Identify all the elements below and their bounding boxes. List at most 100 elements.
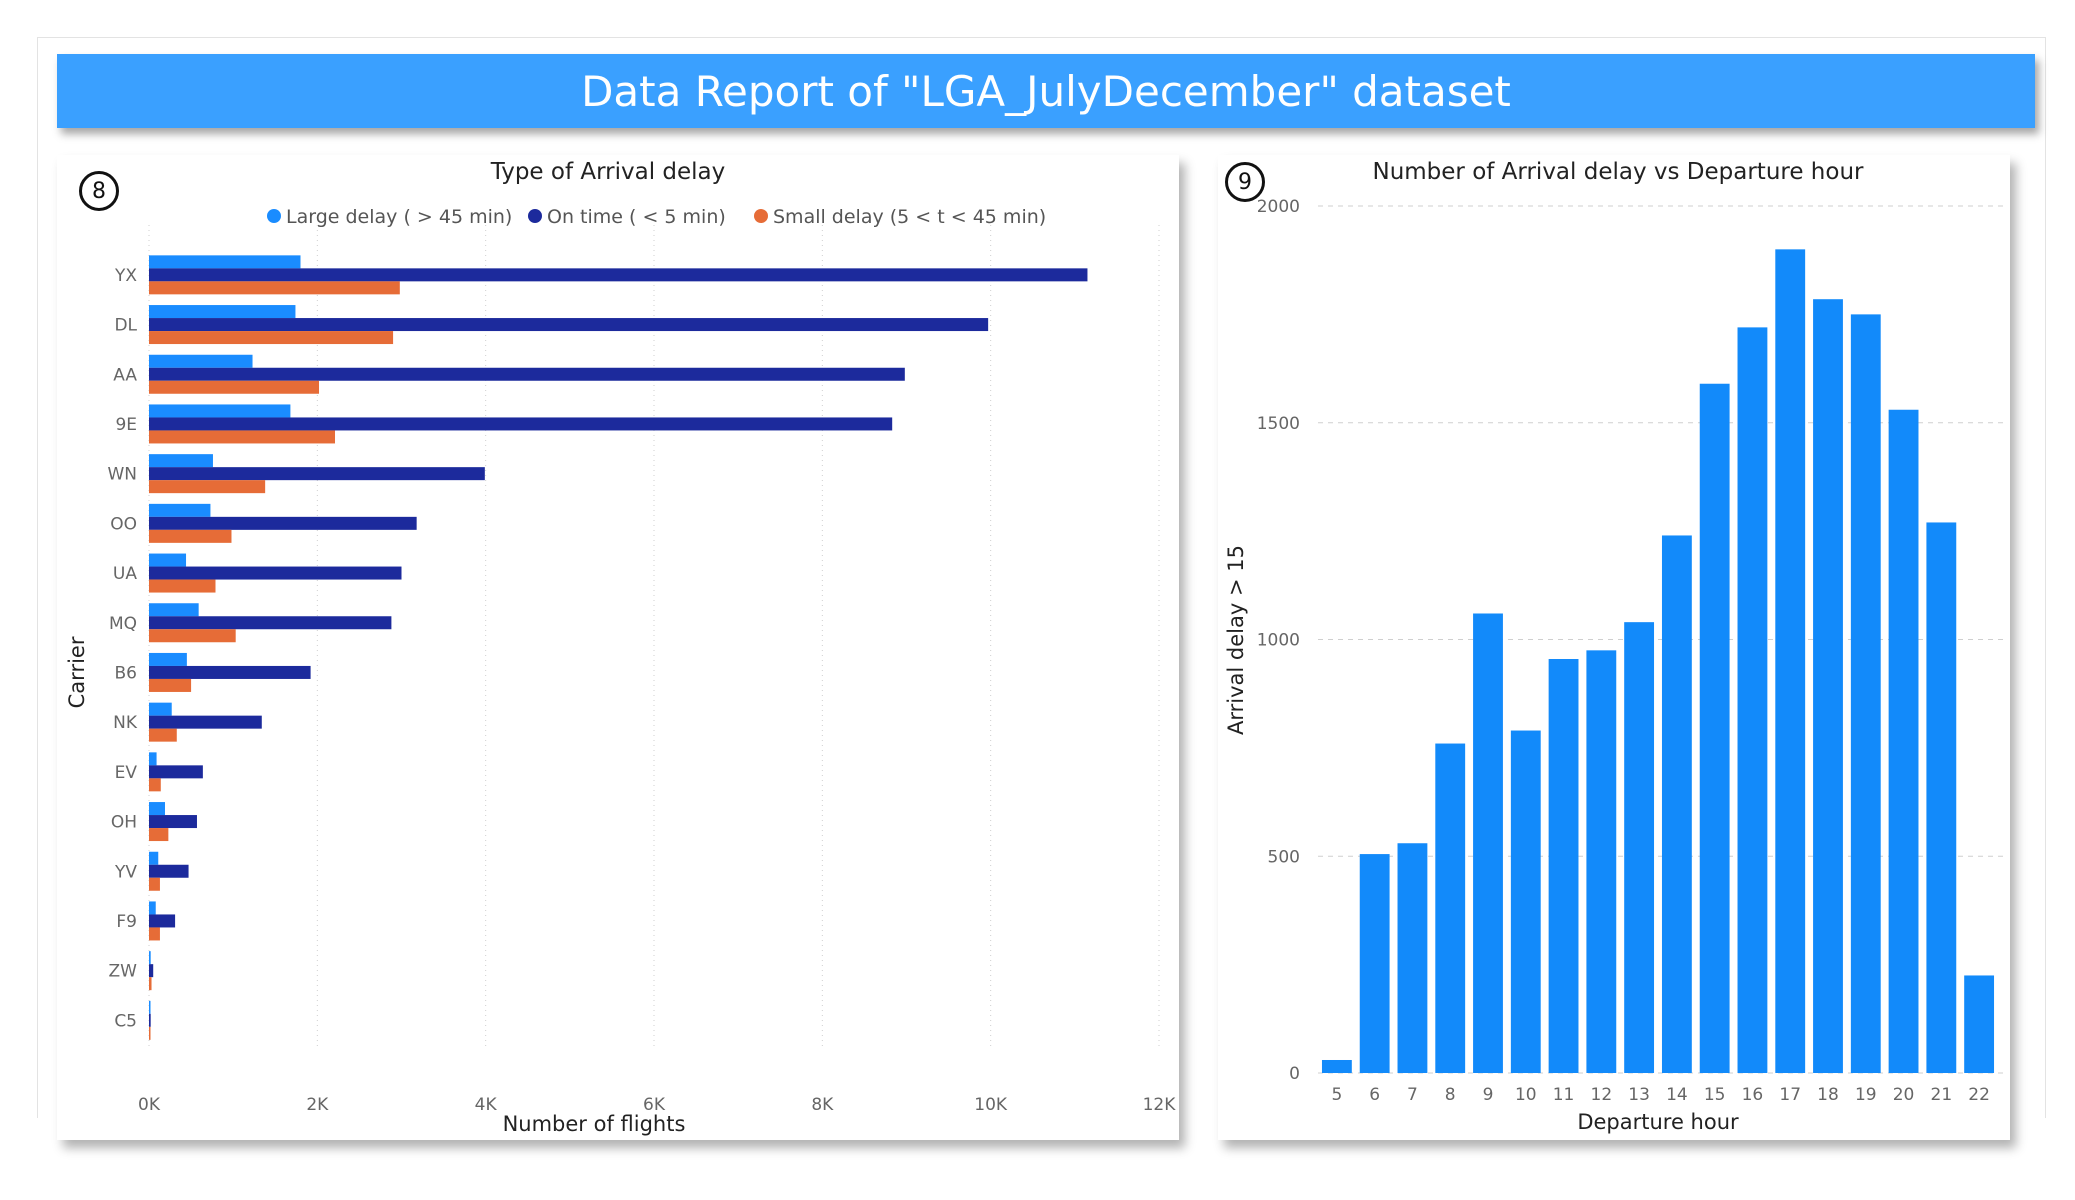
bar	[149, 914, 176, 928]
visual-number-badge: 8	[79, 171, 119, 211]
bar	[149, 901, 156, 915]
bar	[149, 503, 211, 517]
bar	[149, 678, 192, 692]
bar	[1964, 975, 1995, 1073]
y-tick-label: C5	[114, 1011, 137, 1031]
bar	[149, 268, 1088, 282]
bar	[149, 864, 189, 878]
delay-vs-departure-chart: Number of Arrival delay vs Departure hou…	[1224, 159, 2008, 1134]
bar	[149, 927, 160, 941]
y-tick-label: 2000	[1257, 197, 1300, 217]
x-tick-label: 8	[1445, 1085, 1456, 1105]
x-tick-label: 15	[1704, 1085, 1726, 1105]
x-tick-label: 6	[1369, 1085, 1380, 1105]
y-tick-label: ZW	[109, 962, 138, 982]
bar	[149, 480, 266, 494]
bar	[1473, 613, 1503, 1073]
bar	[149, 652, 187, 666]
x-tick-label: 10K	[974, 1095, 1008, 1115]
bar	[149, 828, 169, 842]
bar	[1888, 409, 1919, 1073]
bar	[149, 529, 232, 543]
y-tick-label: YV	[114, 862, 137, 882]
bar	[149, 851, 159, 865]
visual-number-badge: 9	[1225, 162, 1265, 202]
legend-marker	[528, 209, 542, 223]
bar	[149, 553, 187, 567]
x-tick-label: 7	[1407, 1085, 1418, 1105]
bar	[1359, 854, 1390, 1073]
x-tick-label: 12K	[1143, 1095, 1177, 1115]
x-tick-label: 22	[1968, 1085, 1990, 1105]
bar	[149, 255, 301, 269]
x-tick-label: 5	[1331, 1085, 1342, 1105]
bar	[1321, 1059, 1352, 1073]
y-tick-label: MQ	[109, 614, 137, 634]
chart-title: Number of Arrival delay vs Departure hou…	[1373, 159, 1865, 185]
x-tick-label: 12	[1591, 1085, 1613, 1105]
bar	[149, 715, 262, 729]
bar	[149, 752, 157, 766]
x-tick-label: 10	[1515, 1085, 1537, 1105]
y-tick-label: NK	[113, 713, 138, 733]
delay-vs-departure-panel: 9 Number of Arrival delay vs Departure h…	[1218, 155, 2010, 1140]
x-tick-label: 21	[1931, 1085, 1953, 1105]
bar	[149, 331, 394, 345]
x-tick-label: 2K	[306, 1095, 329, 1115]
bar	[149, 877, 160, 891]
x-tick-label: 16	[1742, 1085, 1764, 1105]
y-tick-label: B6	[115, 663, 137, 683]
report-banner: Data Report of "LGA_JulyDecember" datase…	[57, 54, 2035, 128]
x-tick-label: 4K	[475, 1095, 498, 1115]
bar	[149, 778, 161, 792]
legend-label: Large delay ( > 45 min)	[286, 206, 512, 228]
legend-marker	[754, 209, 768, 223]
x-tick-label: 8K	[811, 1095, 834, 1115]
bar	[149, 629, 236, 643]
bar	[1699, 383, 1730, 1073]
bar	[149, 579, 216, 593]
x-tick-label: 9	[1483, 1085, 1494, 1105]
y-axis-label: Arrival delay > 15	[1224, 545, 1248, 735]
bar	[1850, 314, 1881, 1073]
x-axis-label: Departure hour	[1577, 1110, 1739, 1134]
bar	[149, 516, 417, 530]
chart-title: Type of Arrival delay	[490, 159, 726, 185]
x-tick-label: 13	[1628, 1085, 1650, 1105]
bar	[149, 1000, 151, 1014]
x-axis-label: Number of flights	[503, 1112, 686, 1136]
legend-marker	[267, 209, 281, 223]
bar	[1661, 535, 1692, 1073]
bar	[1926, 522, 1957, 1073]
bar	[149, 616, 392, 630]
x-tick-label: 6K	[643, 1095, 666, 1115]
bar	[1548, 659, 1579, 1073]
y-tick-label: YX	[114, 266, 137, 286]
bar	[149, 467, 485, 481]
bar	[1737, 327, 1768, 1073]
x-tick-label: 17	[1779, 1085, 1801, 1105]
bar	[149, 603, 199, 617]
x-tick-label: 11	[1553, 1085, 1575, 1105]
y-tick-label: F9	[116, 912, 137, 932]
bar	[1510, 730, 1541, 1073]
x-tick-label: 18	[1817, 1085, 1839, 1105]
y-tick-label: UA	[113, 564, 137, 584]
bar	[149, 765, 203, 779]
bar	[149, 417, 893, 431]
bar	[149, 1026, 151, 1040]
y-tick-label: 9E	[115, 415, 137, 435]
bar	[149, 318, 989, 332]
bar	[149, 665, 311, 679]
x-tick-label: 20	[1893, 1085, 1915, 1105]
bar	[1586, 650, 1617, 1073]
bar	[1624, 622, 1655, 1073]
bar	[149, 404, 291, 418]
bar	[1775, 249, 1806, 1074]
y-tick-label: WN	[107, 465, 137, 485]
bar	[149, 702, 172, 716]
arrival-delay-type-panel: 8 Type of Arrival delay Large delay ( > 4…	[57, 155, 1179, 1140]
bar	[1435, 743, 1466, 1073]
y-axis-label: Carrier	[65, 636, 89, 708]
bar	[1397, 843, 1428, 1073]
